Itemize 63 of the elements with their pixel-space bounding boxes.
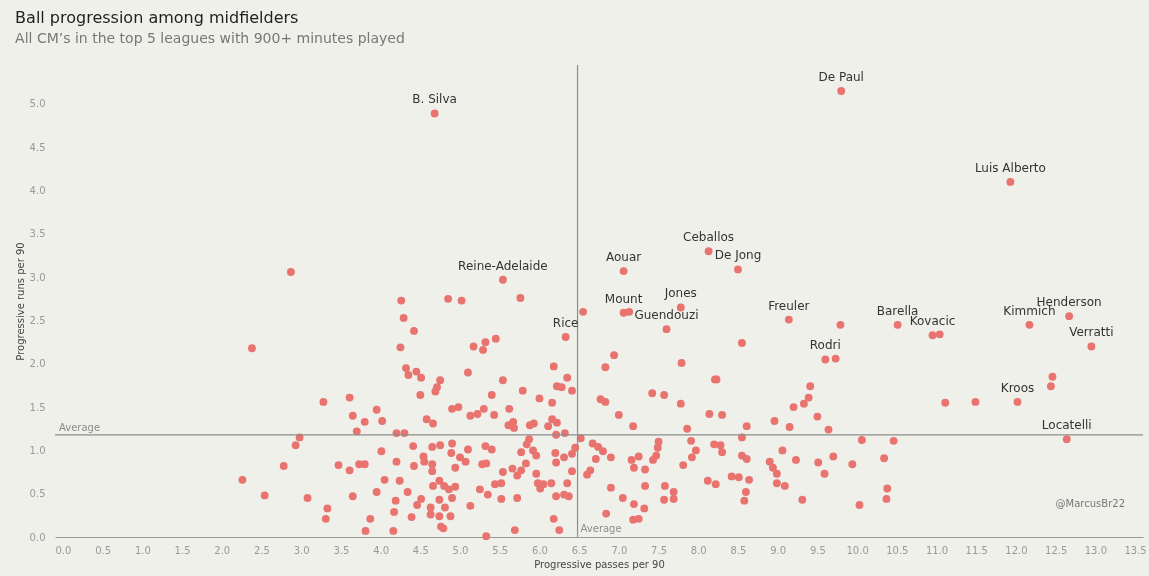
x-tick-label: 9.0 [770,544,787,556]
annotation: Jones [663,286,697,301]
x-tick-label: 7.0 [611,544,628,556]
y-tick-label: 5.0 [29,98,46,110]
x-tick-label: 0.0 [55,544,72,556]
x-tick-label: 13.5 [1124,544,1147,556]
x-tick-label: 2.5 [254,544,270,556]
x-tick-label: 0.5 [95,544,112,556]
x-axis-title: Progressive passes per 90 [534,558,665,570]
annotation: Locatelli [1041,418,1092,433]
annotation: Ceballos [683,230,735,245]
x-tick-label: 4.0 [373,544,390,556]
x-tick-label: 5.5 [492,544,509,556]
y-tick-label: 0.5 [29,488,46,500]
y-tick-label: 2.5 [29,314,46,326]
y-axis-title: Progressive runs per 90 [14,242,26,361]
x-tick-label: 8.0 [690,544,707,556]
x-tick-label: 12.5 [1045,544,1068,556]
x-tick-label: 10.5 [886,544,909,556]
x-tick-label: 13.0 [1084,544,1107,556]
annotation: Freuler [768,298,810,313]
annotation: De Jong [714,248,762,263]
y-tick-label: 4.0 [29,185,46,197]
annotation: Kroos [1000,380,1035,395]
x-tick-label: 5.0 [452,544,469,556]
x-tick-label: 6.0 [531,544,548,556]
y-tick-label: 3.0 [29,271,46,283]
y-tick-label: 1.0 [29,444,46,456]
annotation: Luis Alberto [974,160,1046,175]
y-tick-label: 1.5 [29,401,46,413]
ref-line-label: Average [580,523,622,534]
annotation: Mount [604,291,643,306]
annotation: Rodri [809,338,841,353]
chart-title: Ball progression among midfielders [15,8,299,28]
x-tick-label: 10.0 [846,544,869,556]
x-tick-label: 7.5 [651,544,668,556]
y-tick-label: 0.0 [29,531,46,543]
x-tick-label: 1.0 [134,544,151,556]
y-tick-label: 2.0 [29,358,46,370]
annotation: Guendouzi [634,308,699,323]
annotation: Verratti [1069,325,1114,340]
annotation: Kovacic [909,314,956,329]
x-tick-label: 11.0 [925,544,949,556]
x-tick-label: 1.5 [174,544,191,556]
ref-line-label: Average [59,421,101,433]
annotation: Rice [552,315,579,330]
annotation: @MarcusBr22 [1055,498,1125,509]
annotation: De Paul [818,69,864,84]
x-tick-label: 4.5 [412,544,429,556]
x-tick-label: 12.0 [1005,544,1028,556]
y-tick-label: 4.5 [29,141,46,153]
annotation: B. Silva [412,92,457,107]
x-tick-label: 3.0 [293,544,310,556]
x-tick-label: 2.0 [214,544,231,556]
annotation: Reine-Adelaide [458,258,548,273]
annotation: Aouar [606,250,642,265]
x-tick-label: 3.5 [333,544,350,556]
x-tick-label: 8.5 [730,544,747,556]
x-tick-label: 9.5 [809,544,826,556]
x-tick-label: 11.5 [965,544,988,556]
x-tick-label: 6.5 [571,544,588,556]
y-tick-label: 3.5 [29,228,46,240]
chart-subtitle: All CM’s in the top 5 leagues with 900+ minutes played [15,30,405,47]
